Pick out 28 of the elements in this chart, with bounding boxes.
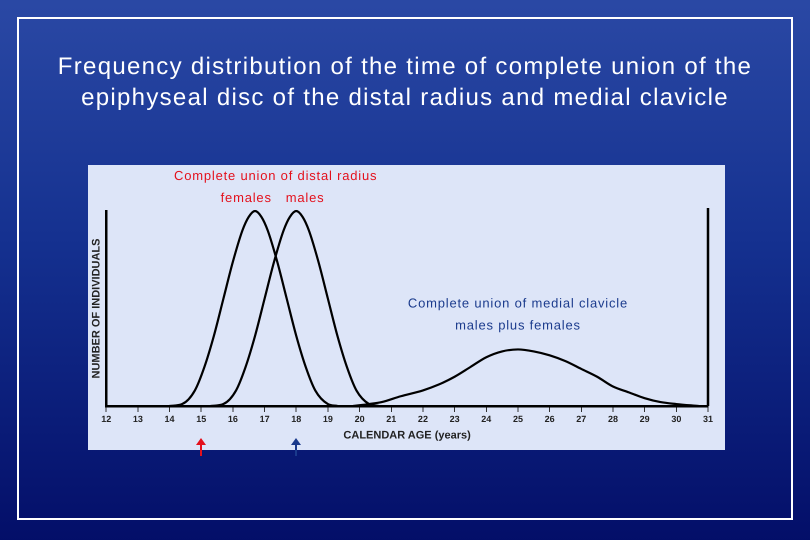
annotation: Complete union of medial clavicle <box>408 295 628 310</box>
x-tick-label: 22 <box>418 414 428 424</box>
x-tick-label: 31 <box>702 414 714 424</box>
x-tick-label: 17 <box>260 414 270 424</box>
y-axis-title: NUMBER OF INDIVIDUALS <box>90 238 103 378</box>
x-tick-label: 20 <box>354 414 365 424</box>
x-tick-label: 23 <box>450 414 460 424</box>
x-tick-label: 13 <box>132 414 143 424</box>
x-tick-label: 29 <box>640 414 650 424</box>
x-tick-label: 14 <box>164 414 175 424</box>
x-tick-label: 18 <box>291 414 302 424</box>
x-tick-label: 15 <box>196 414 206 424</box>
x-tick-label: 28 <box>608 414 618 424</box>
x-tick-label: 24 <box>481 414 492 424</box>
x-tick-label: 27 <box>576 414 586 424</box>
series-label: males <box>286 190 324 205</box>
series-label: females <box>220 190 272 205</box>
series-label: males plus females <box>455 317 581 332</box>
x-tick-label: 19 <box>322 414 333 424</box>
x-tick-label: 26 <box>544 414 555 424</box>
chart-title: Frequency distribution of the time of complete union of the epiphyseal disc of the distal radius and medial clavicle <box>56 52 754 113</box>
x-tick-label: 21 <box>386 414 396 424</box>
x-tick-label: 12 <box>101 414 112 424</box>
x-axis-title: CALENDAR AGE (years) <box>343 429 472 442</box>
text: Complete union of distal radius <box>174 168 378 183</box>
x-tick-label: 25 <box>512 414 523 424</box>
x-tick-label: 16 <box>228 414 238 424</box>
x-tick-label: 30 <box>671 414 682 424</box>
